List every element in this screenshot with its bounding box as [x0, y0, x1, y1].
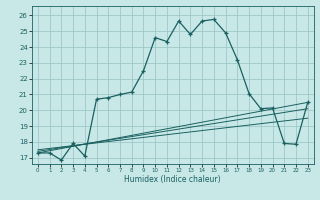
X-axis label: Humidex (Indice chaleur): Humidex (Indice chaleur) [124, 175, 221, 184]
